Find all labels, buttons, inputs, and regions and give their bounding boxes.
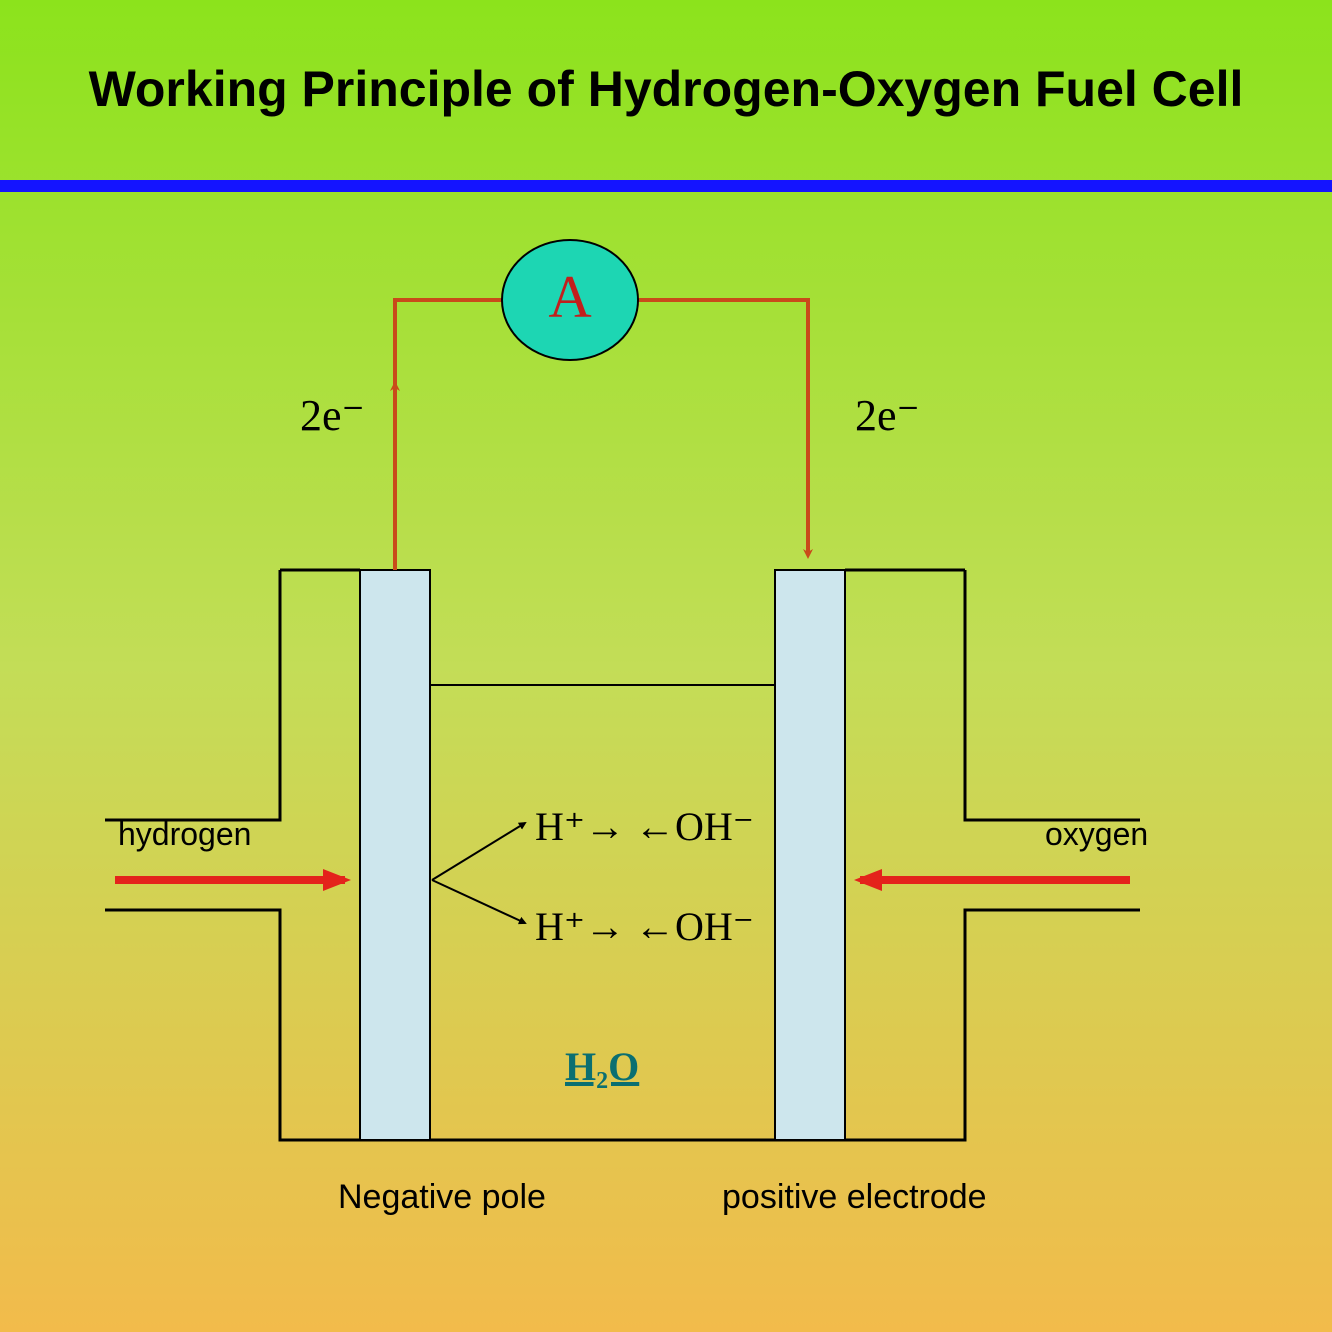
page-title: Working Principle of Hydrogen-Oxygen Fue… bbox=[0, 60, 1332, 118]
positive-pole-label: positive electrode bbox=[722, 1178, 987, 1217]
negative-pole-label: Negative pole bbox=[338, 1178, 546, 1217]
title-divider bbox=[0, 180, 1332, 192]
hydrogen-label: hydrogen bbox=[118, 816, 251, 853]
diagram-svg bbox=[0, 0, 1332, 1332]
background bbox=[0, 0, 1332, 1332]
electron-label-left: 2e⁻ bbox=[300, 390, 365, 441]
positive-electrode bbox=[775, 570, 845, 1140]
negative-electrode bbox=[360, 570, 430, 1140]
water-label: H₂O bbox=[565, 1043, 639, 1090]
ion-row-1: H⁺→ ←OH⁻ bbox=[535, 803, 754, 850]
fuel-cell-diagram: Working Principle of Hydrogen-Oxygen Fue… bbox=[0, 0, 1332, 1332]
oxygen-label: oxygen bbox=[1045, 816, 1148, 853]
electron-label-right: 2e⁻ bbox=[855, 390, 920, 441]
ion-row-2: H⁺→ ←OH⁻ bbox=[535, 903, 754, 950]
ammeter-label: A bbox=[545, 263, 595, 332]
